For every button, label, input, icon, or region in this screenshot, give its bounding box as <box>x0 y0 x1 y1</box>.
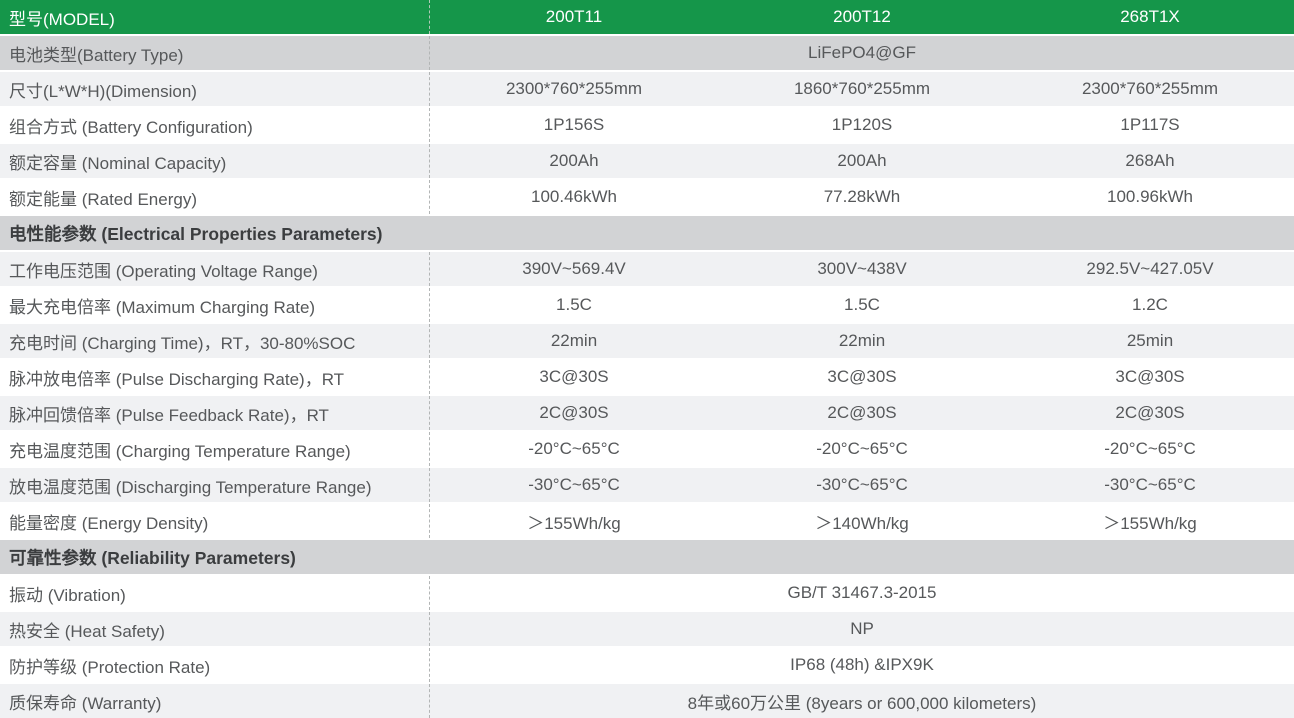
row-label: 脉冲放电倍率 (Pulse Discharging Rate)，RT <box>0 360 430 394</box>
row-maximum-charging-rate: 最大充电倍率 (Maximum Charging Rate) 1.5C 1.5C… <box>0 288 1294 324</box>
spec-value: -30°C~65°C <box>816 475 908 494</box>
spec-value: -20°C~65°C <box>816 439 908 458</box>
spec-value: 300V~438V <box>817 259 907 278</box>
spec-value: 77.28kWh <box>823 187 901 206</box>
spec-value: 2300*760*255mm <box>1081 79 1219 98</box>
row-label: 电池类型(Battery Type) <box>0 36 430 70</box>
spec-value: 390V~569.4V <box>522 259 626 278</box>
row-charging-time: 充电时间 (Charging Time)，RT，30-80%SOC 22min … <box>0 324 1294 360</box>
row-battery-type: 电池类型(Battery Type) LiFePO4@GF <box>0 36 1294 72</box>
spec-value: 3C@30S <box>827 367 897 386</box>
row-label: 最大充电倍率 (Maximum Charging Rate) <box>0 288 430 322</box>
spec-value: 1P156S <box>543 115 605 134</box>
row-nominal-capacity: 额定容量 (Nominal Capacity) 200Ah 200Ah 268A… <box>0 144 1294 180</box>
section-title: 电性能参数 (Electrical Properties Parameters) <box>9 223 383 244</box>
spec-value-merged: IP68 (48h) &IPX9K <box>790 655 934 674</box>
model-name-268T1X: 268T1X <box>1120 7 1180 26</box>
row-vibration: 振动 (Vibration) GB/T 31467.3-2015 <box>0 576 1294 612</box>
model-name-200T12: 200T12 <box>833 7 891 26</box>
spec-value: 22min <box>550 331 598 350</box>
spec-value: 3C@30S <box>539 367 609 386</box>
row-label: 充电温度范围 (Charging Temperature Range) <box>0 432 430 466</box>
spec-value: 268Ah <box>1125 151 1175 170</box>
row-label: 尺寸(L*W*H)(Dimension) <box>0 72 430 106</box>
spec-value: 292.5V~427.05V <box>1086 259 1214 278</box>
model-header-label: 型号(MODEL) <box>0 0 430 34</box>
spec-value: -30°C~65°C <box>528 475 620 494</box>
row-warranty: 质保寿命 (Warranty) 8年或60万公里 (8years or 600,… <box>0 684 1294 718</box>
spec-value: 2C@30S <box>1115 403 1185 422</box>
row-label: 放电温度范围 (Discharging Temperature Range) <box>0 468 430 502</box>
row-heat-safety: 热安全 (Heat Safety) NP <box>0 612 1294 648</box>
row-rated-energy: 额定能量 (Rated Energy) 100.46kWh 77.28kWh 1… <box>0 180 1294 216</box>
model-name-200T11: 200T11 <box>545 7 603 26</box>
spec-value: 2300*760*255mm <box>505 79 643 98</box>
row-energy-density: 能量密度 (Energy Density) ＞155Wh/kg ＞140Wh/k… <box>0 504 1294 540</box>
spec-value-merged: LiFePO4@GF <box>808 43 916 62</box>
spec-value: 1P120S <box>831 115 893 134</box>
row-label: 能量密度 (Energy Density) <box>0 504 430 538</box>
spec-value-merged: GB/T 31467.3-2015 <box>787 583 937 602</box>
row-label: 额定容量 (Nominal Capacity) <box>0 144 430 178</box>
spec-value: ＞155Wh/kg <box>1103 513 1197 533</box>
section-header-electrical: 电性能参数 (Electrical Properties Parameters) <box>0 216 1294 252</box>
row-protection-rate: 防护等级 (Protection Rate) IP68 (48h) &IPX9K <box>0 648 1294 684</box>
spec-value: -30°C~65°C <box>1104 475 1196 494</box>
spec-value-merged: NP <box>850 619 874 638</box>
row-label: 热安全 (Heat Safety) <box>0 612 430 646</box>
spec-value: 1.5C <box>844 295 880 314</box>
spec-value: 200Ah <box>837 151 887 170</box>
spec-value: 25min <box>1126 331 1174 350</box>
spec-value: 200Ah <box>549 151 599 170</box>
spec-value: 22min <box>838 331 886 350</box>
spec-value: ＞140Wh/kg <box>815 513 909 533</box>
row-operating-voltage-range: 工作电压范围 (Operating Voltage Range) 390V~56… <box>0 252 1294 288</box>
spec-value: 1.5C <box>556 295 592 314</box>
row-label: 防护等级 (Protection Rate) <box>0 648 430 682</box>
row-label: 额定能量 (Rated Energy) <box>0 180 430 214</box>
spec-value: -20°C~65°C <box>528 439 620 458</box>
row-label: 质保寿命 (Warranty) <box>0 684 430 718</box>
spec-value: 1P117S <box>1120 115 1180 134</box>
spec-value: 2C@30S <box>827 403 897 422</box>
row-battery-configuration: 组合方式 (Battery Configuration) 1P156S 1P12… <box>0 108 1294 144</box>
row-dimension: 尺寸(L*W*H)(Dimension) 2300*760*255mm 1860… <box>0 72 1294 108</box>
row-discharging-temperature-range: 放电温度范围 (Discharging Temperature Range) -… <box>0 468 1294 504</box>
spec-value: 3C@30S <box>1115 367 1185 386</box>
row-label: 振动 (Vibration) <box>0 576 430 610</box>
spec-value: ＞155Wh/kg <box>527 513 621 533</box>
row-label: 工作电压范围 (Operating Voltage Range) <box>0 252 430 286</box>
spec-value: 100.46kWh <box>531 187 617 206</box>
spec-value: 100.96kWh <box>1107 187 1193 206</box>
row-pulse-feedback-rate: 脉冲回馈倍率 (Pulse Feedback Rate)，RT 2C@30S 2… <box>0 396 1294 432</box>
row-label: 组合方式 (Battery Configuration) <box>0 108 430 142</box>
spec-value: 1.2C <box>1132 295 1168 314</box>
row-charging-temperature-range: 充电温度范围 (Charging Temperature Range) -20°… <box>0 432 1294 468</box>
section-header-reliability: 可靠性参数 (Reliability Parameters) <box>0 540 1294 576</box>
row-label: 充电时间 (Charging Time)，RT，30-80%SOC <box>0 324 430 358</box>
section-title: 可靠性参数 (Reliability Parameters) <box>9 547 296 568</box>
row-pulse-discharging-rate: 脉冲放电倍率 (Pulse Discharging Rate)，RT 3C@30… <box>0 360 1294 396</box>
spec-value-merged: 8年或60万公里 (8years or 600,000 kilometers) <box>687 693 1037 713</box>
spec-value: -20°C~65°C <box>1104 439 1196 458</box>
spec-value: 2C@30S <box>539 403 609 422</box>
spec-value: 1860*760*255mm <box>793 79 931 98</box>
row-label: 脉冲回馈倍率 (Pulse Feedback Rate)，RT <box>0 396 430 430</box>
model-header-row: 型号(MODEL) 200T11 200T12 268T1X <box>0 0 1294 36</box>
